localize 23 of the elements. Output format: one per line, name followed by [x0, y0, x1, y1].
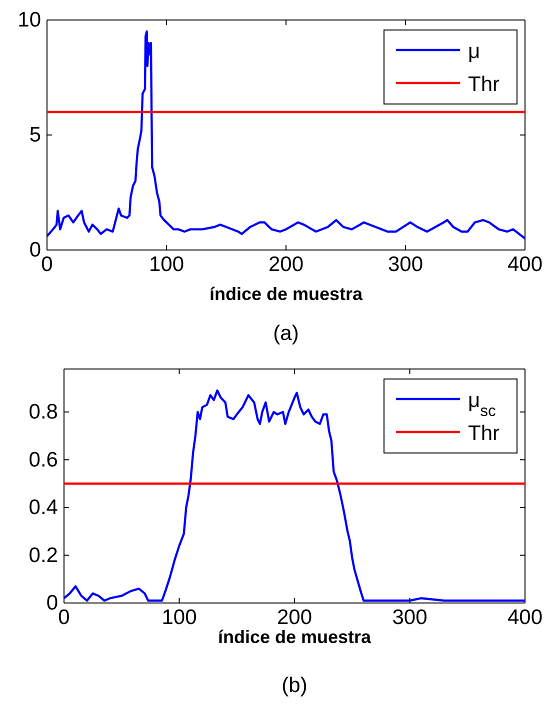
x-axis-title: índice de muestra — [218, 627, 372, 647]
y-tick-label: 0.6 — [28, 448, 58, 472]
y-tick-label: 5 — [29, 124, 41, 147]
x-tick-label: 400 — [507, 606, 543, 629]
y-tick-label: 0.4 — [28, 496, 58, 520]
line-series — [47, 30, 525, 240]
y-tick-label: 10 — [18, 8, 41, 32]
legend-label: Thr — [468, 73, 500, 96]
y-tick-label: 0.8 — [28, 400, 58, 424]
x-tick-label: 200 — [276, 606, 312, 629]
legend-label: μ — [468, 40, 480, 63]
x-tick-label: 300 — [388, 252, 424, 276]
x-tick-label: 100 — [162, 606, 197, 629]
text: (a) — [273, 322, 299, 345]
x-tick-label: 400 — [507, 252, 543, 276]
y-tick-label: 0.2 — [28, 544, 58, 567]
x-tick-label: 200 — [268, 252, 304, 276]
x-tick-label: 100 — [148, 252, 184, 276]
legend-label: μ$_{sc}$ — [468, 389, 496, 420]
text: (b) — [282, 674, 308, 697]
legend-label: Thr — [468, 422, 500, 445]
x-tick-label: 300 — [392, 606, 428, 629]
x-axis-title: índice de muestra — [209, 284, 364, 304]
